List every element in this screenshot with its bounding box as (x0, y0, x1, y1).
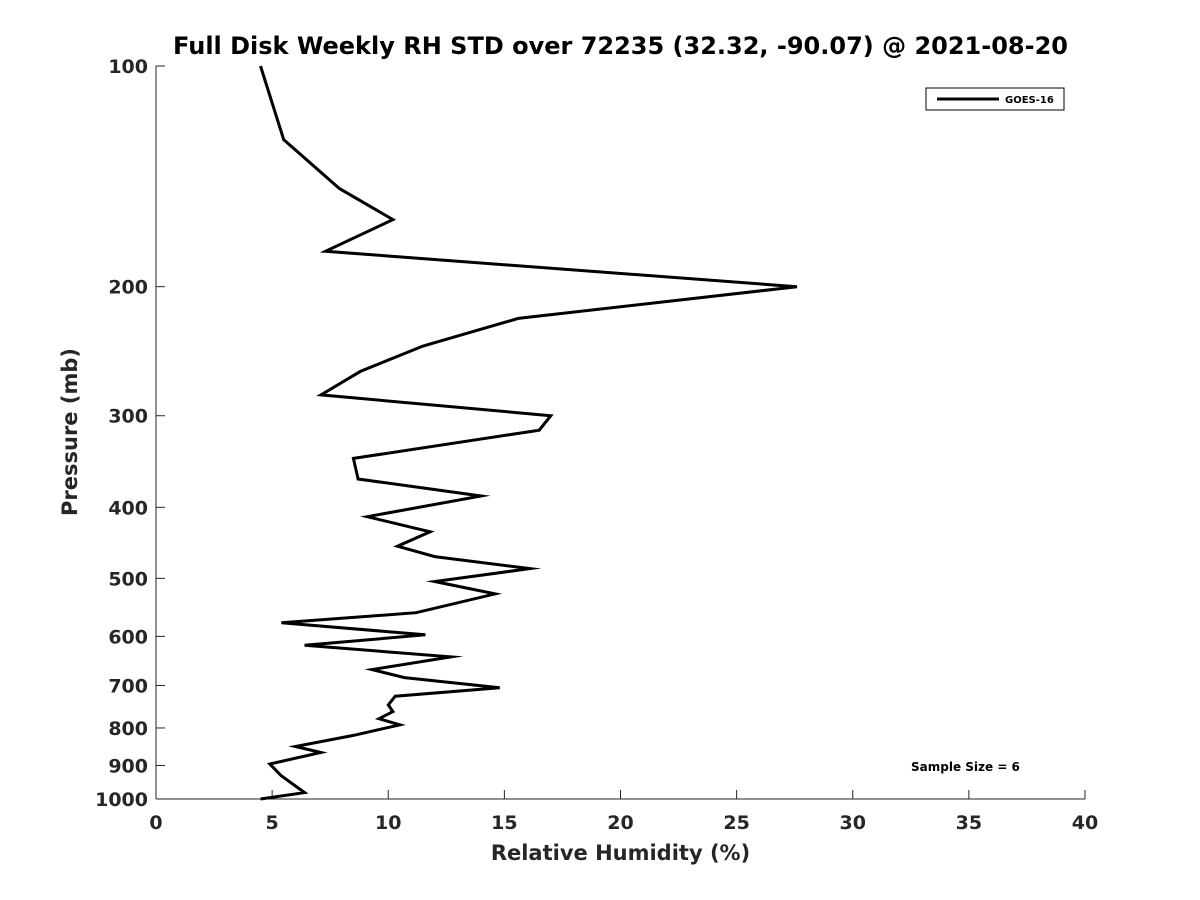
sample-size-annotation: Sample Size = 6 (911, 760, 1020, 774)
legend: GOES-16 (925, 87, 1065, 111)
y-tick-label: 900 (108, 755, 148, 777)
x-tick-label: 20 (607, 812, 633, 834)
y-tick-label: 100 (108, 56, 148, 78)
x-tick-label: 0 (149, 812, 162, 834)
y-tick-label: 1000 (95, 789, 148, 811)
x-tick-label: 40 (1072, 812, 1098, 834)
y-tick-label: 300 (108, 406, 148, 428)
series-line-goes-16 (259, 65, 798, 801)
x-tick-label: 25 (723, 812, 749, 834)
chart-title: Full Disk Weekly RH STD over 72235 (32.3… (173, 32, 1068, 60)
x-tick-label: 10 (375, 812, 401, 834)
plot-area (156, 66, 1085, 799)
x-axis-label: Relative Humidity (%) (491, 841, 750, 865)
ticks: 0 5 10 15 20 25 30 35 40 100 200 300 400 500 600 700 800… (95, 56, 1098, 834)
y-tick-label: 700 (108, 675, 148, 697)
x-tick-label: 5 (266, 812, 279, 834)
x-tick-label: 35 (956, 812, 982, 834)
legend-label-goes-16: GOES-16 (1005, 95, 1054, 106)
y-tick-label: 200 (108, 277, 148, 299)
x-tick-label: 15 (491, 812, 517, 834)
y-tick-label: 400 (108, 497, 148, 519)
y-tick-label: 600 (108, 626, 148, 648)
x-tick-label: 30 (840, 812, 866, 834)
series-group (259, 65, 798, 801)
y-tick-label: 800 (108, 718, 148, 740)
y-axis-label: Pressure (mb) (58, 348, 82, 516)
y-tick-label: 500 (108, 568, 148, 590)
